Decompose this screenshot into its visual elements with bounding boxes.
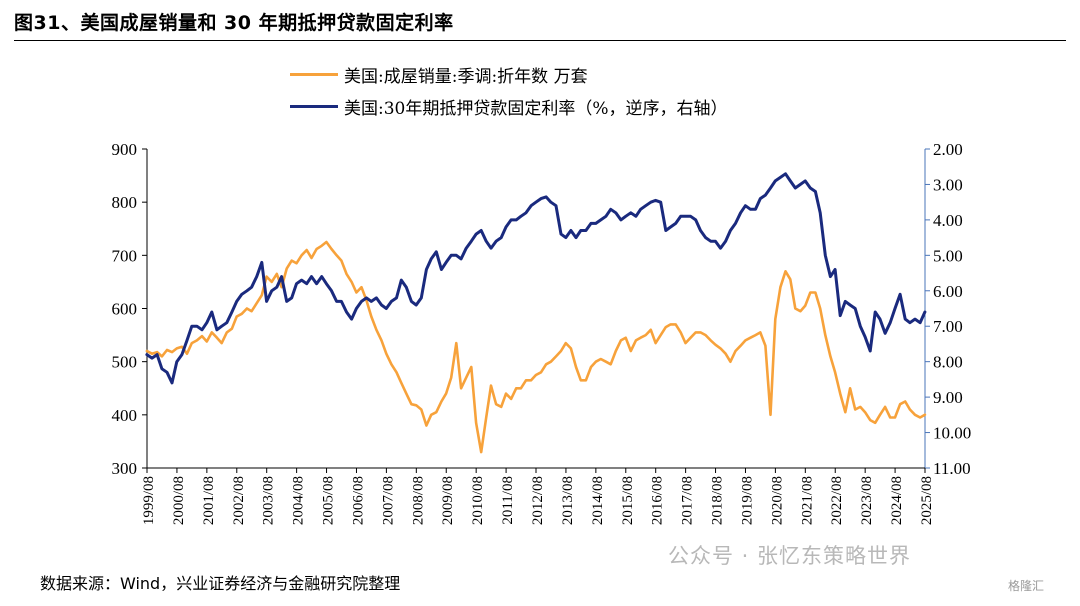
legend-label-home-sales: 美国:成屋销量:季调:折年数 万套 (344, 66, 588, 87)
x-tick-label: 2024/08 (889, 476, 905, 525)
series-line-home-sales (145, 240, 927, 454)
x-tick-label: 2010/08 (470, 476, 486, 525)
x-tick-label: 2013/08 (560, 476, 576, 525)
left-y-tick-label: 400 (112, 406, 138, 425)
x-tick-label: 2014/08 (590, 476, 606, 525)
right-y-tick-label: 6.00 (933, 282, 963, 301)
right-y-tick-label: 3.00 (933, 175, 963, 194)
legend: 美国:成屋销量:季调:折年数 万套 美国:30年期抵押贷款固定利率（%，逆序，右… (290, 58, 728, 122)
legend-item-mortgage-rate: 美国:30年期抵押贷款固定利率（%，逆序，右轴） (290, 90, 728, 122)
x-tick-label: 2018/08 (710, 476, 726, 525)
x-tick-label: 2001/08 (201, 476, 217, 525)
x-tick-label: 2016/08 (650, 476, 666, 525)
logo-watermark: 格隆汇 (1008, 579, 1045, 593)
left-y-tick-label: 600 (112, 300, 138, 319)
figure-title: 图31、美国成屋销量和 30 年期抵押贷款固定利率 (14, 12, 454, 34)
right-y-tick-label: 5.00 (933, 246, 963, 265)
legend-swatch-mortgage-rate (290, 104, 338, 108)
source-note: 数据来源：Wind，兴业证券经济与金融研究院整理 (40, 574, 401, 593)
x-tick-label: 2004/08 (291, 476, 307, 525)
right-y-tick-label: 10.00 (933, 424, 971, 443)
x-tick-label: 2002/08 (231, 476, 247, 525)
left-y-tick-label: 500 (112, 353, 138, 372)
x-tick-label: 2005/08 (321, 476, 337, 525)
x-tick-label: 2019/08 (739, 476, 755, 525)
right-y-tick-label: 11.00 (933, 459, 971, 478)
right-y-tick-label: 2.00 (933, 140, 963, 159)
chart-axes (142, 148, 930, 473)
title-underline (14, 40, 1066, 41)
series-line-mortgage-rate (145, 172, 927, 385)
x-tick-label: 2007/08 (380, 476, 396, 525)
x-tick-label: 2006/08 (350, 476, 366, 525)
left-y-tick-label: 700 (112, 246, 138, 265)
right-y-tick-label: 9.00 (933, 388, 963, 407)
left-y-tick-label: 300 (112, 459, 138, 478)
x-tick-label: 2022/08 (829, 476, 845, 525)
x-tick-label: 2025/08 (919, 476, 935, 525)
x-tick-label: 2020/08 (769, 476, 785, 525)
chart-tick-labels: 300 400 500 600 700 800 900 2.00 3.00 4.00 5.00 6.0… (112, 140, 972, 525)
x-tick-label: 2015/08 (620, 476, 636, 525)
x-tick-label: 2009/08 (440, 476, 456, 525)
legend-item-home-sales: 美国:成屋销量:季调:折年数 万套 (290, 58, 728, 90)
x-tick-label: 2023/08 (859, 476, 875, 525)
legend-swatch-home-sales (290, 72, 338, 76)
x-tick-label: 2008/08 (410, 476, 426, 525)
right-y-tick-label: 8.00 (933, 353, 963, 372)
x-tick-label: 2011/08 (500, 476, 516, 525)
x-tick-label: 2017/08 (680, 476, 696, 525)
x-tick-label: 2012/08 (530, 476, 546, 525)
x-tick-label: 2003/08 (261, 476, 277, 525)
x-tick-label: 1999/08 (141, 476, 157, 525)
right-y-tick-label: 7.00 (933, 317, 963, 336)
legend-label-mortgage-rate: 美国:30年期抵押贷款固定利率（%，逆序，右轴） (344, 98, 728, 119)
chart-series (145, 172, 927, 454)
left-y-tick-label: 800 (112, 193, 138, 212)
left-y-tick-label: 900 (112, 140, 138, 159)
right-y-tick-label: 4.00 (933, 211, 963, 230)
x-tick-label: 2000/08 (171, 476, 187, 525)
x-tick-label: 2021/08 (799, 476, 815, 525)
publisher-watermark: 公众号 · 张忆东策略世界 (668, 544, 912, 568)
